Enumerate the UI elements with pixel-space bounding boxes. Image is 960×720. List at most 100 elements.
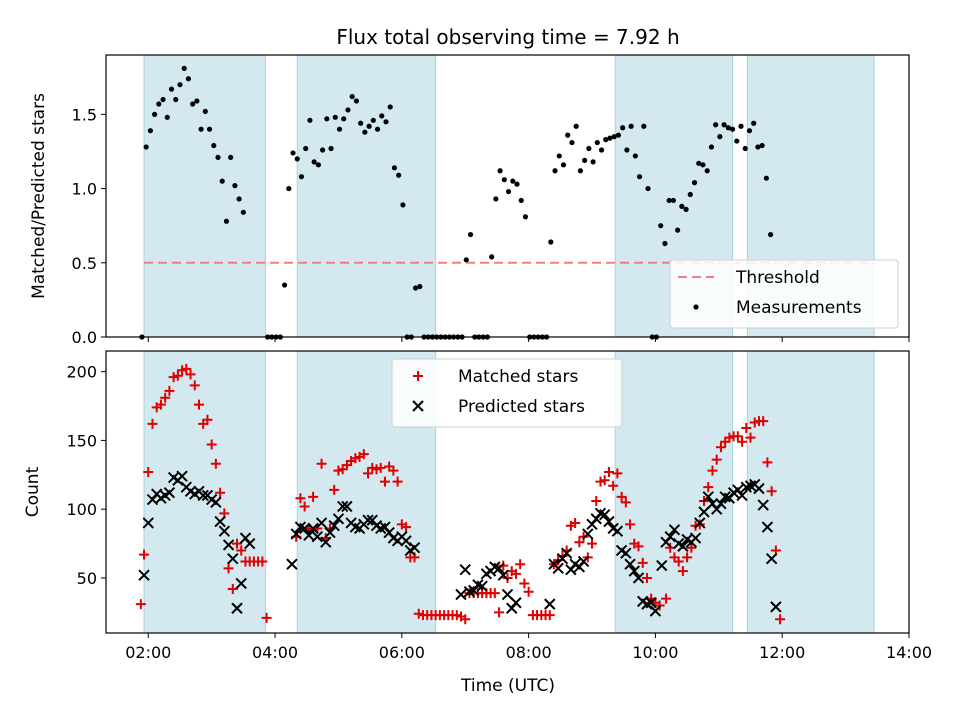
- matched-point: [510, 568, 521, 579]
- predicted-point: [577, 555, 590, 568]
- measurement-point: [514, 181, 520, 187]
- measurement-point: [687, 191, 693, 198]
- measurement-point: [725, 125, 731, 131]
- legend-label: Matched stars: [458, 367, 578, 387]
- matched-point: [329, 484, 340, 495]
- measurement-point: [717, 134, 723, 140]
- measurement-point: [307, 117, 313, 123]
- predicted-point: [138, 569, 150, 581]
- predicted-point: [176, 470, 188, 482]
- predicted-point: [510, 597, 522, 609]
- predicted-point: [544, 598, 556, 610]
- measurement-point: [704, 168, 710, 174]
- matched-point: [193, 399, 204, 410]
- matched-point: [299, 501, 310, 512]
- y-tick-label: 150: [66, 431, 97, 450]
- measurement-point: [358, 120, 364, 126]
- measurement-point: [501, 177, 507, 183]
- legend-label: Predicted stars: [458, 397, 585, 417]
- observing-window-1: [296, 54, 437, 338]
- predicted-point: [298, 522, 311, 535]
- predicted-point: [235, 577, 247, 590]
- measurement-point: [286, 185, 292, 192]
- measurement-point: [194, 98, 200, 104]
- predicted-point: [222, 539, 235, 551]
- predicted-point: [582, 528, 594, 540]
- predicted-point: [362, 514, 374, 526]
- predicted-point: [664, 530, 676, 543]
- predicted-point: [765, 553, 778, 565]
- y-tick-label: 50: [77, 569, 97, 588]
- y-tick-label: 1.0: [72, 180, 97, 199]
- predicted-point: [598, 508, 611, 521]
- predicted-point: [628, 565, 640, 577]
- matched-point: [363, 468, 374, 479]
- predicted-point: [624, 558, 636, 570]
- figure-title: Flux total observing time = 7.92 h: [336, 25, 679, 49]
- measurement-point: [510, 178, 516, 184]
- matched-point: [762, 457, 773, 468]
- x-tick-label: 08:00: [506, 643, 552, 662]
- measurement-point: [156, 101, 162, 107]
- ratio-panel: 0.0 0.5 1.0 1.5 Matched/Predicted stars Thres…: [29, 54, 910, 347]
- predicted-point: [560, 547, 573, 559]
- predicted-point: [286, 558, 298, 570]
- matched-point: [603, 467, 614, 478]
- observing-window-2: [614, 350, 734, 634]
- matched-point: [616, 491, 627, 502]
- predicted-point: [328, 519, 340, 532]
- matched-point: [502, 572, 513, 583]
- measurement-point: [228, 154, 234, 161]
- measurement-point: [160, 96, 166, 103]
- measurement-point: [522, 214, 529, 220]
- measurement-point: [670, 197, 676, 204]
- measurement-point: [396, 172, 402, 178]
- measurement-point: [560, 162, 567, 168]
- measurement-point: [164, 114, 170, 120]
- predicted-point: [656, 559, 668, 572]
- measurement-point: [303, 145, 309, 152]
- measurement-point: [341, 116, 347, 122]
- measurement-point: [366, 123, 372, 129]
- measurement-point: [636, 174, 643, 180]
- matched-point: [160, 392, 171, 403]
- measurement-point: [387, 104, 393, 110]
- matched-point: [164, 385, 175, 396]
- predicted-point: [324, 526, 336, 539]
- measurement-point: [746, 128, 753, 134]
- measurement-point: [590, 159, 596, 165]
- measurement-point: [518, 197, 524, 204]
- matched-point: [715, 442, 726, 453]
- measurement-point: [628, 123, 634, 129]
- matched-point: [498, 560, 509, 571]
- measurement-point: [675, 227, 681, 233]
- measurement-point: [691, 180, 698, 186]
- x-tick-label: 14:00: [886, 643, 932, 662]
- measurement-point: [185, 76, 192, 82]
- matched-point: [308, 491, 319, 502]
- matched-point: [375, 462, 386, 473]
- measurement-point: [763, 175, 769, 181]
- matched-point: [673, 556, 684, 567]
- legend-measurement-symbol: [693, 304, 699, 310]
- legend-box: [669, 259, 899, 329]
- predicted-point: [649, 605, 662, 617]
- predicted-point: [320, 536, 332, 548]
- measurement-point: [463, 257, 469, 263]
- measurement-point: [190, 101, 196, 107]
- measurement-point: [324, 116, 330, 122]
- matched-point: [515, 559, 526, 570]
- measurement-point: [738, 123, 744, 129]
- matched-point: [489, 588, 500, 599]
- x-tick-label: 10:00: [632, 643, 678, 662]
- matched-point: [139, 549, 150, 560]
- measurement-point: [713, 122, 719, 128]
- measurement-point: [362, 129, 368, 135]
- matched-point: [523, 586, 534, 597]
- predicted-point: [632, 572, 645, 584]
- predicted-point: [761, 521, 774, 533]
- predicted-point: [753, 482, 765, 495]
- measurement-point: [708, 144, 715, 150]
- measurement-point: [319, 147, 326, 153]
